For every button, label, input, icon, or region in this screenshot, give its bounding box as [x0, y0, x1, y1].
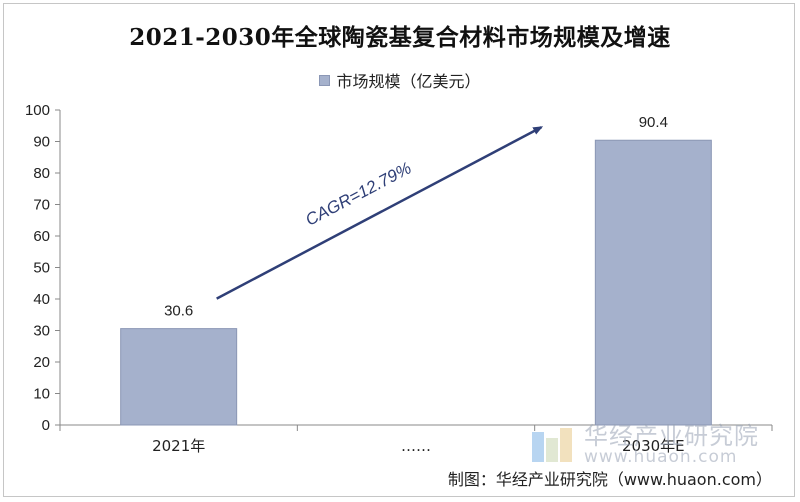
cagr-annotation: CAGR=12.79% — [216, 126, 544, 300]
legend-swatch — [319, 74, 331, 86]
x-category-label: …… — [401, 437, 431, 455]
legend-label: 市场规模（亿美元） — [336, 74, 481, 91]
data-label: 30.6 — [164, 303, 193, 320]
y-tick-label: 90 — [33, 134, 50, 151]
y-tick-label: 40 — [33, 291, 50, 308]
huajing-logo-icon — [532, 427, 572, 462]
source-note: 制图：华经产业研究院（www.huaon.com） — [447, 470, 772, 489]
data-label: 90.4 — [639, 114, 668, 131]
labels: 2021年 …… 2030年E 30.6 90.4 — [152, 114, 685, 455]
cagr-arrow — [216, 126, 544, 300]
y-tick-label: 0 — [42, 417, 50, 434]
y-tick-label: 100 — [25, 102, 50, 119]
bars — [120, 139, 712, 426]
watermark-url: www.huaon.com — [584, 447, 738, 468]
bar — [594, 139, 712, 426]
legend: 市场规模（亿美元） — [0, 68, 800, 92]
cagr-label: CAGR=12.79% — [302, 158, 414, 229]
watermark: 华经产业研究院 www.huaon.com — [530, 422, 759, 468]
x-category-label: 2021年 — [152, 437, 205, 455]
y-tick-label: 70 — [33, 197, 50, 214]
y-tick-label: 30 — [33, 323, 50, 340]
axes: 0 10 20 30 40 50 60 70 80 90 100 — [25, 102, 773, 434]
chart-title: 2021-2030年全球陶瓷基复合材料市场规模及增速 — [129, 24, 671, 51]
y-tick-label: 50 — [33, 260, 50, 277]
x-category-label: 2030年E — [622, 437, 685, 455]
y-tick-label: 10 — [33, 386, 50, 403]
watermark-name: 华经产业研究院 — [584, 422, 759, 450]
y-tick-label: 80 — [33, 165, 50, 182]
y-tick-label: 60 — [33, 228, 50, 245]
bar — [120, 328, 238, 426]
y-tick-label: 20 — [33, 354, 50, 371]
